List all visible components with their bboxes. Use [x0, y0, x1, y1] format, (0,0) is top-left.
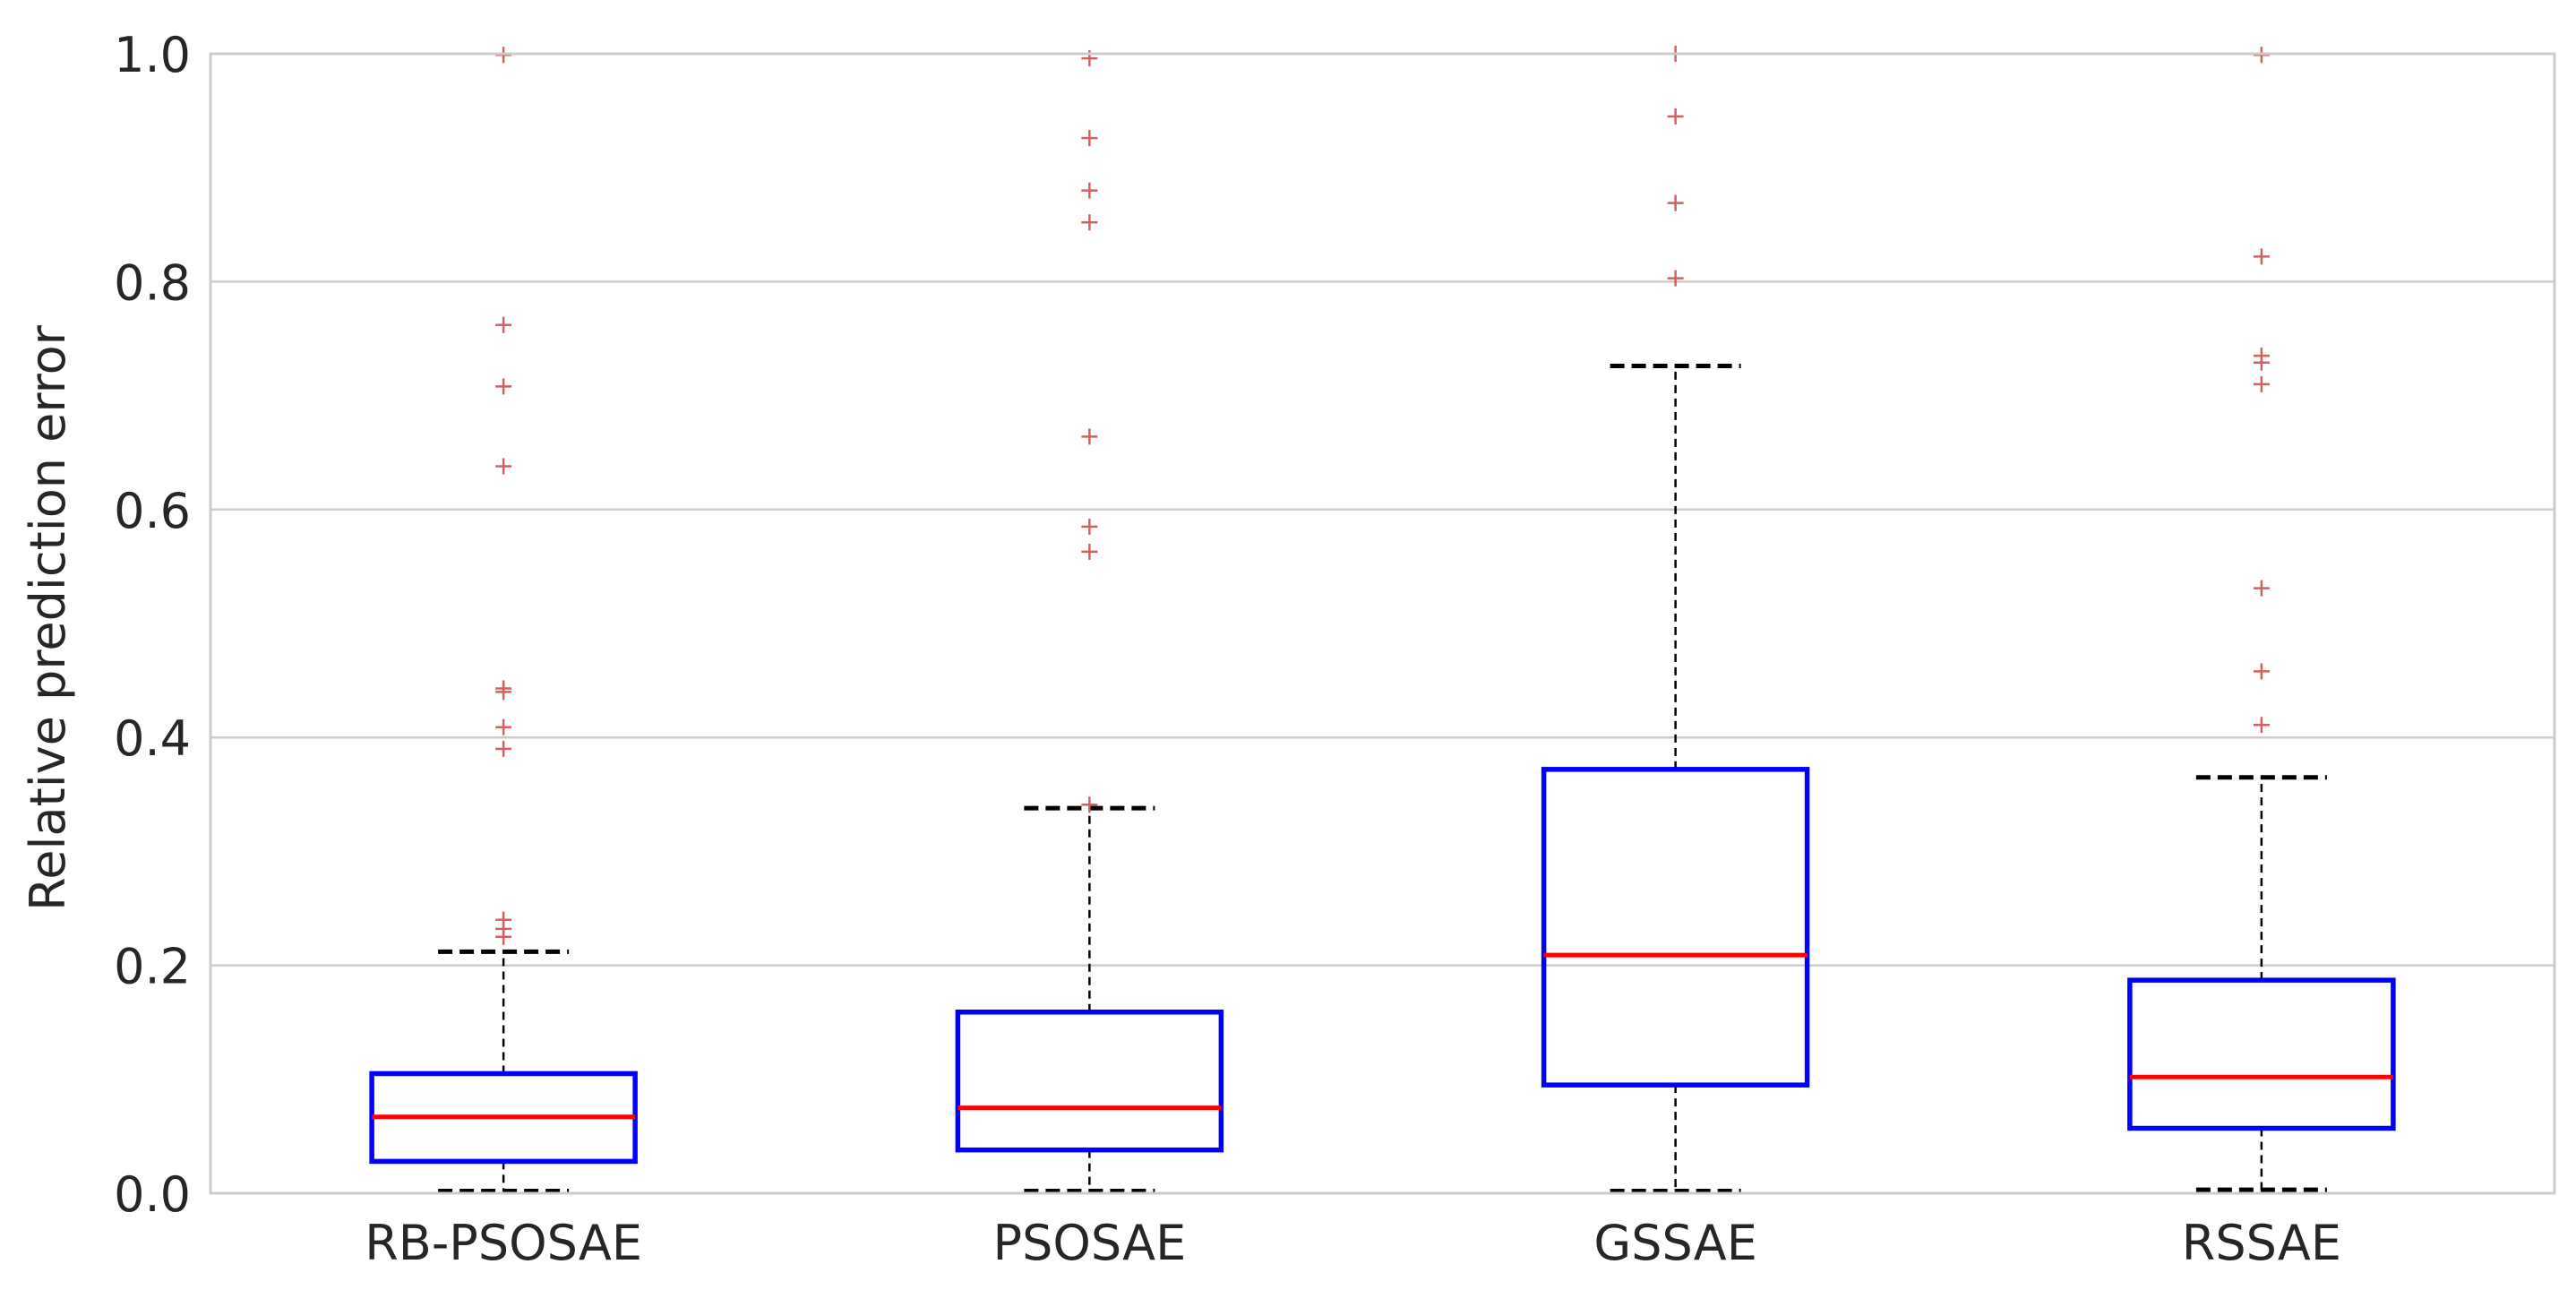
- outlier-marker: [1667, 270, 1684, 287]
- outlier-marker: [495, 458, 512, 475]
- gridlines: [210, 52, 2555, 1195]
- box-group-rssae: [2127, 47, 2396, 1192]
- box-group-gssae: [1541, 46, 1810, 1193]
- outlier-marker: [495, 316, 512, 333]
- outlier-marker: [1081, 796, 1098, 813]
- box-group-rb-psosae: [369, 47, 638, 1193]
- y-tick-labels: 0.0 0.2 0.4 0.6 0.8 1.0: [114, 27, 191, 1223]
- x-tick-labels: RB-PSOSAE PSOSAE GSSAE RSSAE: [365, 1215, 2341, 1271]
- iqr-box: [1541, 767, 1810, 1088]
- outlier-marker: [2253, 348, 2270, 365]
- y-axis-label: Relative prediction error: [20, 324, 76, 911]
- y-tick-label: 0.0: [114, 1166, 191, 1223]
- outlier-marker: [1081, 130, 1098, 147]
- x-tick-label: PSOSAE: [993, 1215, 1187, 1271]
- outlier-marker: [495, 680, 512, 697]
- outlier-marker: [2253, 663, 2270, 680]
- axes-border: [209, 52, 2556, 1195]
- box-group-psosae: [955, 50, 1224, 1193]
- y-tick-label: 0.8: [114, 254, 191, 311]
- outlier-marker: [2253, 717, 2270, 734]
- y-tick-label: 0.6: [114, 483, 191, 539]
- outlier-marker: [2253, 248, 2270, 265]
- outlier-marker: [495, 740, 512, 757]
- outlier-marker: [1081, 214, 1098, 231]
- outlier-marker: [1081, 428, 1098, 445]
- outlier-marker: [495, 718, 512, 735]
- outlier-marker: [1081, 182, 1098, 199]
- outlier-marker: [1081, 543, 1098, 560]
- x-tick-label: RSSAE: [2182, 1215, 2341, 1271]
- box-marks: [369, 46, 2396, 1193]
- outlier-marker: [2253, 580, 2270, 597]
- iqr-box: [955, 1010, 1224, 1153]
- y-tick-label: 0.2: [114, 939, 191, 995]
- x-tick-label: GSSAE: [1593, 1215, 1756, 1271]
- x-tick-label: RB-PSOSAE: [365, 1215, 642, 1271]
- y-tick-label: 1.0: [114, 27, 191, 83]
- outlier-marker: [1667, 108, 1684, 125]
- outlier-marker: [2253, 375, 2270, 392]
- outlier-marker: [1081, 518, 1098, 535]
- outlier-marker: [495, 378, 512, 395]
- outlier-marker: [1667, 194, 1684, 211]
- y-tick-label: 0.4: [114, 710, 191, 767]
- axes-frame: [209, 52, 2556, 1195]
- iqr-box: [2127, 977, 2396, 1131]
- outlier-marker: [495, 911, 512, 928]
